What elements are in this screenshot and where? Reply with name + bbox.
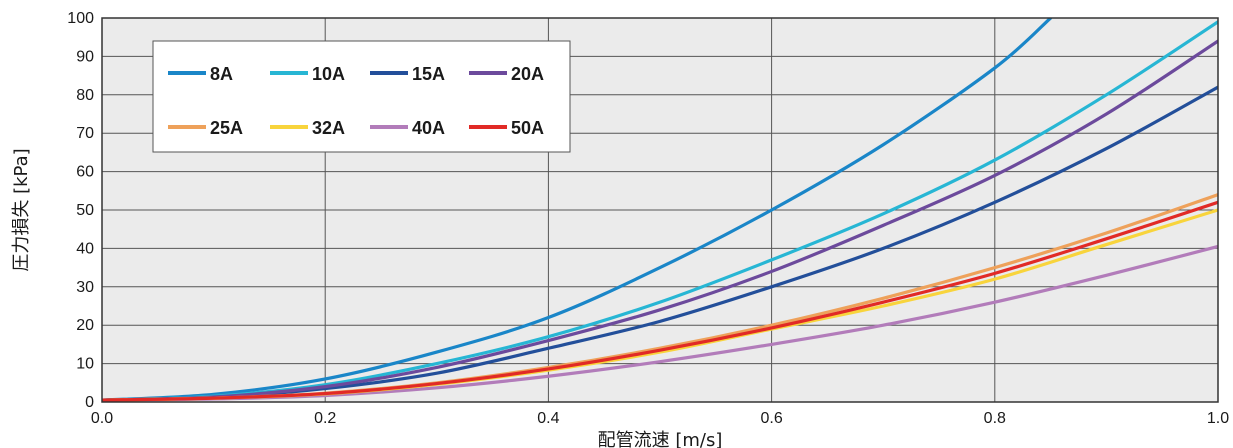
series-lines [102, 18, 1218, 402]
legend-box [152, 40, 571, 153]
x-tick-labels: 0.0 0.2 0.4 0.6 0.8 1.0 [91, 410, 1229, 427]
plot-frame [101, 17, 1219, 403]
x-tick-label: 1.0 [1207, 410, 1229, 427]
x-tick-label: 0.8 [984, 410, 1006, 427]
legend: 8A 10A 15A 20A 25A 32A 40A 50A [152, 40, 571, 153]
y-tick-label: 10 [76, 356, 94, 373]
y-tick-label: 50 [76, 202, 94, 219]
legend-label-8a: 8A [210, 64, 233, 84]
x-tick-label: 0.2 [314, 410, 336, 427]
series-line-20a [102, 39, 1218, 402]
y-tick-label: 80 [76, 87, 94, 104]
x-axis-label: 配管流速 [m/s] [598, 430, 723, 448]
y-tick-label: 0 [85, 394, 94, 411]
y-tick-label: 40 [76, 240, 94, 257]
y-tick-labels: 0 10 20 30 40 50 60 70 80 90 100 [67, 10, 94, 411]
y-tick-label: 70 [76, 125, 94, 142]
legend-label-10a: 10A [312, 64, 345, 84]
legend-label-32a: 32A [312, 118, 345, 138]
series-line-50a [102, 200, 1218, 402]
y-tick-label: 60 [76, 164, 94, 181]
series-line-8a [102, 18, 1053, 402]
legend-label-25a: 25A [210, 118, 243, 138]
y-axis-label: 圧力損失 [kPa] [11, 148, 32, 271]
legend-label-40a: 40A [412, 118, 445, 138]
y-tick-label: 90 [76, 48, 94, 65]
y-tick-label: 20 [76, 317, 94, 334]
legend-label-15a: 15A [412, 64, 445, 84]
y-tick-label: 30 [76, 279, 94, 296]
legend-label-20a: 20A [511, 64, 544, 84]
x-tick-label: 0.4 [537, 410, 559, 427]
legend-label-50a: 50A [511, 118, 544, 138]
x-tick-label: 0.6 [760, 410, 782, 427]
x-tick-label: 0.0 [91, 410, 113, 427]
y-tick-label: 100 [67, 10, 94, 27]
